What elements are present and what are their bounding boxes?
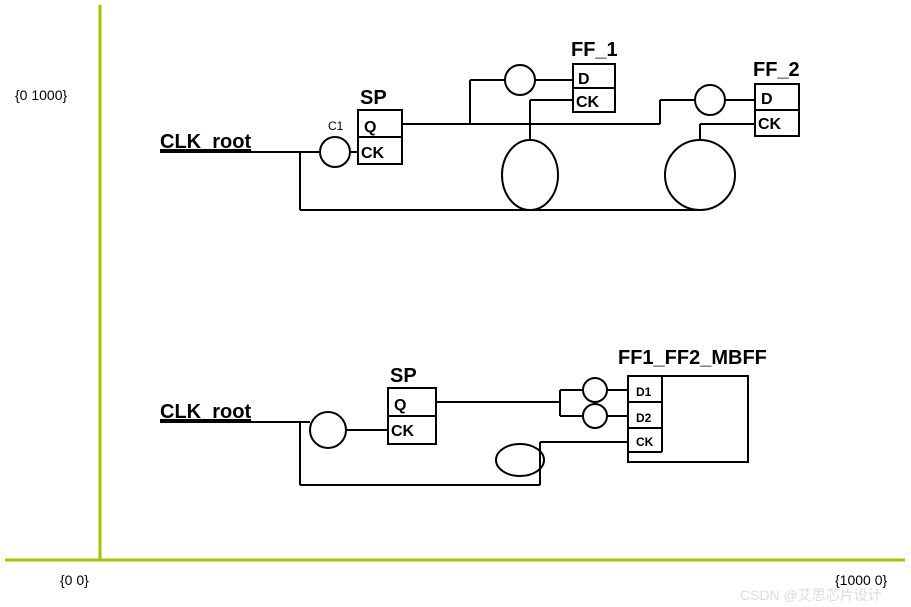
axis-bottom-right-label: {1000 0} xyxy=(835,572,887,588)
sp-title-bottom: SP xyxy=(390,365,417,387)
sp-ck-bottom: CK xyxy=(391,423,415,440)
ff2-ck: CK xyxy=(758,116,782,133)
ff1-title: FF_1 xyxy=(571,39,618,61)
mbff-d1: D1 xyxy=(636,385,652,399)
mbff-d2: D2 xyxy=(636,411,652,425)
sp-title-top: SP xyxy=(360,87,387,109)
watermark: CSDN @艾思芯片设计 xyxy=(740,587,882,603)
sp-ck-top: CK xyxy=(361,145,385,162)
ff2-d: D xyxy=(761,91,773,108)
top-diagram: CLK_root C1 SP Q CK FF_1 D CK FF_2 D CK xyxy=(160,39,800,210)
mbff-title: FF1_FF2_MBFF xyxy=(618,347,767,369)
c1-label: C1 xyxy=(328,119,344,133)
ff2-title: FF_2 xyxy=(753,59,800,81)
clk-root-label-bottom: CLK_root xyxy=(160,401,251,423)
axis-top-left-label: {0 1000} xyxy=(15,87,67,103)
bottom-diagram: CLK_root SP Q CK FF1_FF2_MBFF D1 D2 CK xyxy=(160,347,767,485)
sp-q-bottom: Q xyxy=(394,397,406,414)
ff1-d: D xyxy=(578,71,590,88)
sp-q-top: Q xyxy=(364,119,376,136)
mbff-ck: CK xyxy=(636,435,654,449)
clk-root-label-top: CLK_root xyxy=(160,131,251,153)
ff1-ck: CK xyxy=(576,94,600,111)
axis-bottom-left-label: {0 0} xyxy=(60,572,89,588)
